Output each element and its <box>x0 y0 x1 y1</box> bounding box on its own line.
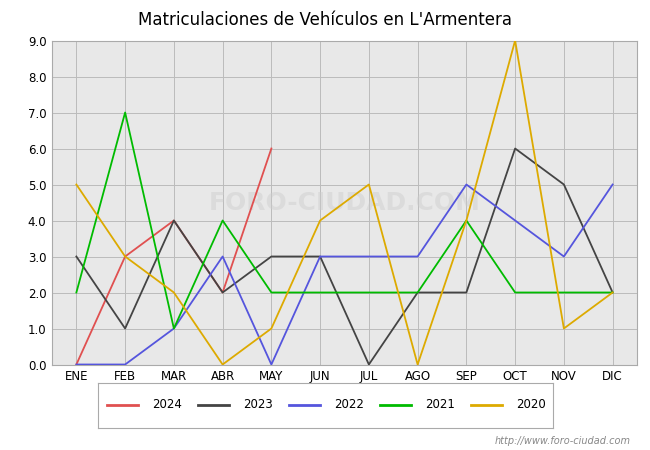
Text: 2021: 2021 <box>425 399 455 411</box>
Text: http://www.foro-ciudad.com: http://www.foro-ciudad.com <box>495 436 630 446</box>
Text: 2023: 2023 <box>243 399 273 411</box>
Text: Matriculaciones de Vehículos en L'Armentera: Matriculaciones de Vehículos en L'Arment… <box>138 11 512 29</box>
Text: 2020: 2020 <box>516 399 546 411</box>
Text: 2022: 2022 <box>334 399 364 411</box>
Text: FORO-CIUDAD.COM: FORO-CIUDAD.COM <box>209 190 480 215</box>
Text: 2024: 2024 <box>152 399 182 411</box>
